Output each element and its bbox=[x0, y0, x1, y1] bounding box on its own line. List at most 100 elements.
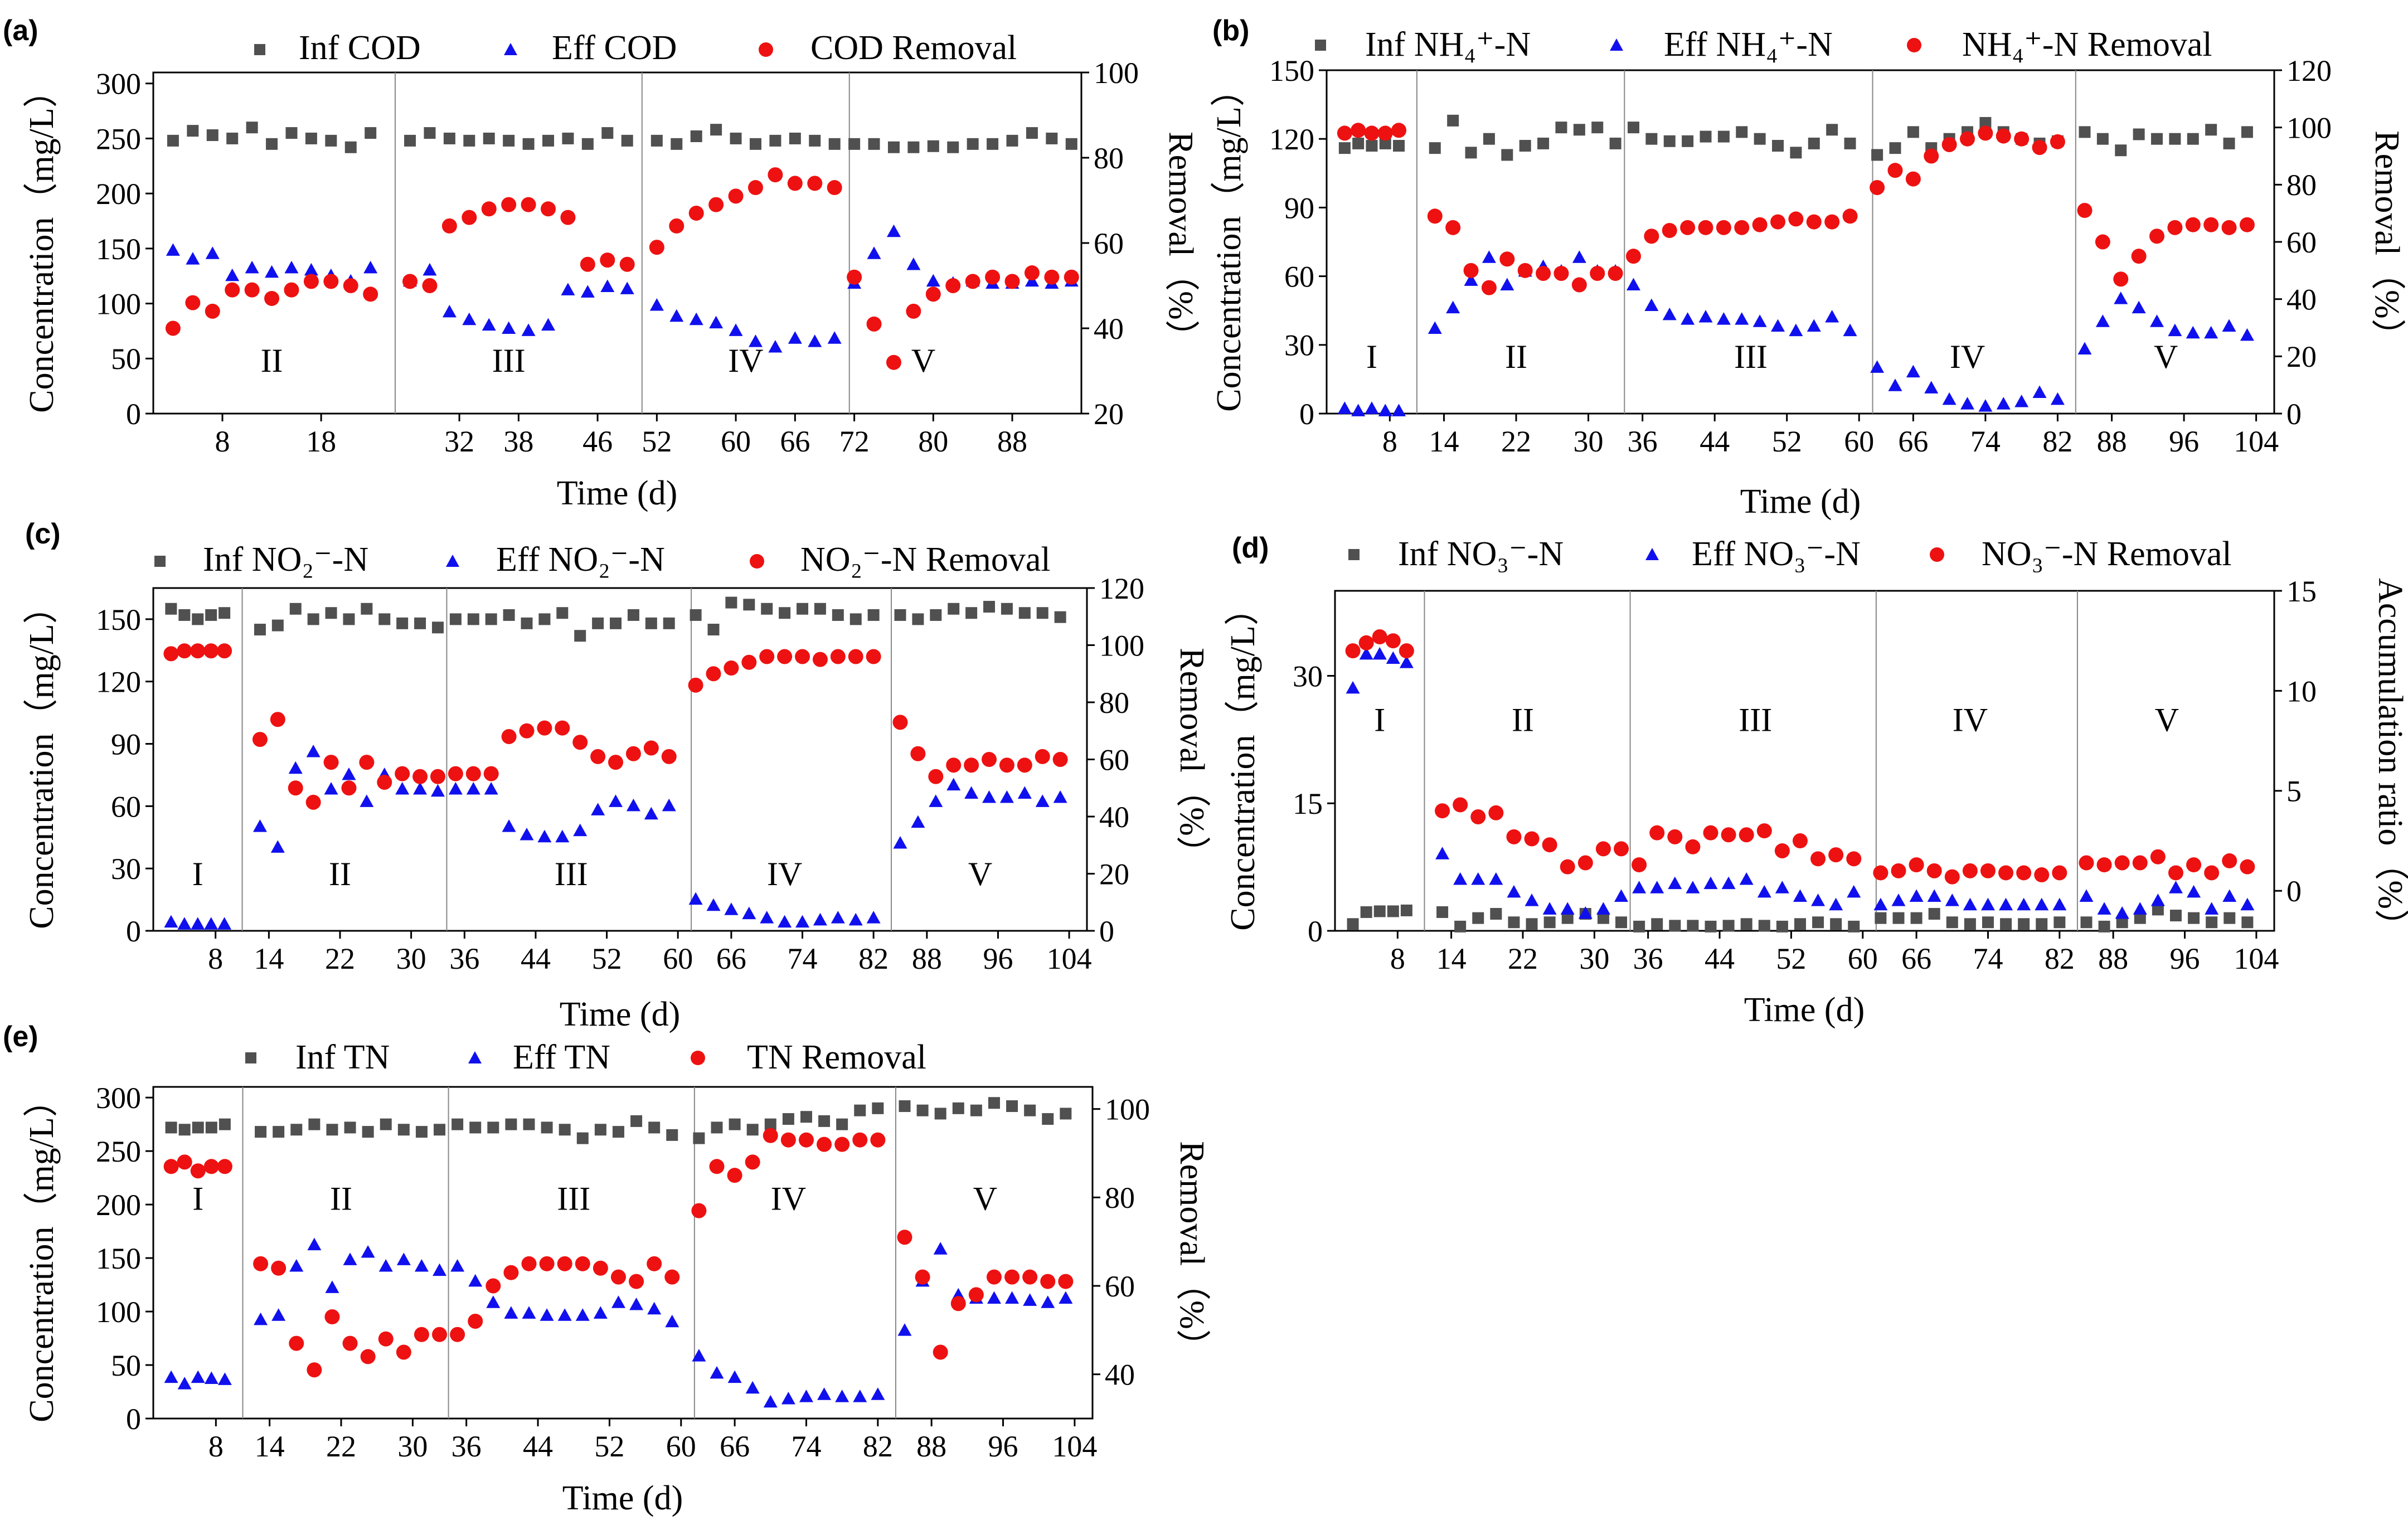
inf-point bbox=[934, 1108, 946, 1120]
eff-point bbox=[307, 1237, 322, 1251]
removal-point bbox=[985, 269, 1001, 285]
inf-point bbox=[226, 132, 239, 144]
x-axis-ticks-c: 8 14 22 30 36 44 52 60 66 74 82 88 96 104 bbox=[208, 931, 1092, 975]
inf-point bbox=[1722, 920, 1735, 932]
inf-point bbox=[219, 1118, 231, 1130]
inf-point bbox=[1447, 114, 1459, 127]
removal-point bbox=[2034, 867, 2050, 883]
removal-point bbox=[945, 278, 961, 293]
eff-point bbox=[1811, 893, 1826, 906]
y-axis-ticks-e: 0 50 100 150 200 250 300 bbox=[96, 1081, 153, 1436]
eff-point bbox=[1716, 312, 1731, 325]
removal-point bbox=[1680, 220, 1696, 235]
eff-point bbox=[555, 829, 570, 843]
legend-inf-label: Inf NH₄⁺-N bbox=[1365, 26, 1531, 64]
phase-label: II bbox=[329, 856, 351, 892]
y2-axis-ticks-b: 0 20 40 60 80 100 120 bbox=[2274, 54, 2332, 431]
removal-point bbox=[1824, 214, 1840, 230]
phase-label: III bbox=[1739, 702, 1772, 739]
removal-point bbox=[205, 303, 220, 319]
panel-b-label: (b) bbox=[1212, 14, 1249, 47]
removal-point bbox=[1941, 137, 1957, 152]
data-points-e bbox=[163, 1097, 1074, 1408]
y-axis-label-c: Concentration（mg/L） bbox=[23, 589, 61, 929]
y2-tick-label: 100 bbox=[1099, 629, 1144, 662]
removal-point bbox=[600, 252, 615, 268]
x-tick-label: 14 bbox=[1429, 425, 1459, 458]
inf-point bbox=[2169, 133, 2181, 145]
eff-point bbox=[748, 334, 763, 347]
inf-point bbox=[378, 613, 391, 625]
removal-point bbox=[1721, 827, 1736, 843]
eff-point bbox=[1829, 897, 1843, 911]
eff-point bbox=[689, 312, 703, 326]
eff-point bbox=[2133, 902, 2147, 915]
inf-point bbox=[449, 613, 462, 625]
x-tick-label: 60 bbox=[663, 942, 693, 975]
inf-point bbox=[1036, 607, 1048, 619]
inf-point bbox=[779, 607, 791, 619]
legend-inf-marker bbox=[1315, 40, 1326, 51]
eff-point bbox=[1464, 273, 1478, 286]
inf-point bbox=[1065, 138, 1077, 150]
inf-point bbox=[749, 138, 761, 150]
inf-point bbox=[576, 1132, 589, 1144]
removal-point bbox=[1752, 217, 1768, 232]
inf-point bbox=[326, 1124, 338, 1136]
removal-point bbox=[1399, 643, 1414, 659]
eff-point bbox=[502, 321, 516, 334]
eff-point bbox=[1392, 404, 1406, 416]
inf-point bbox=[899, 1100, 911, 1113]
inf-point bbox=[1645, 133, 1658, 145]
eff-point bbox=[778, 915, 792, 928]
removal-point bbox=[848, 649, 863, 664]
inf-point bbox=[887, 141, 900, 153]
inf-point bbox=[254, 624, 266, 636]
inf-point bbox=[414, 617, 426, 629]
x-tick-label: 96 bbox=[2169, 425, 2199, 458]
removal-point bbox=[396, 1344, 411, 1360]
inf-point bbox=[1006, 1100, 1018, 1113]
inf-point bbox=[868, 138, 880, 150]
eff-point bbox=[788, 331, 802, 344]
y2-tick-label: 60 bbox=[1099, 743, 1129, 776]
panel-a-label: (a) bbox=[3, 14, 38, 47]
eff-point bbox=[204, 1371, 219, 1384]
x-tick-label: 60 bbox=[721, 425, 751, 458]
removal-point bbox=[1590, 265, 1605, 281]
x-tick-label: 36 bbox=[452, 1430, 482, 1463]
eff-point bbox=[808, 334, 822, 347]
eff-point bbox=[430, 784, 445, 797]
eff-point bbox=[2150, 893, 2165, 906]
eff-point bbox=[1752, 314, 1767, 327]
inf-point bbox=[344, 141, 357, 153]
y2-axis-label-a: Removal（%） bbox=[1162, 132, 1200, 354]
eff-point bbox=[484, 782, 498, 795]
eff-point bbox=[644, 807, 658, 820]
eff-point bbox=[1757, 885, 1771, 898]
eff-point bbox=[1891, 893, 1906, 906]
y2-tick-label: 20 bbox=[1099, 857, 1129, 891]
eff-point bbox=[692, 1349, 706, 1362]
removal-point bbox=[557, 1256, 572, 1271]
y-tick-label: 0 bbox=[126, 915, 141, 948]
inf-point bbox=[2018, 918, 2030, 930]
eff-point bbox=[1775, 881, 1789, 893]
eff-point bbox=[926, 274, 940, 287]
y-tick-label: 0 bbox=[1299, 397, 1314, 431]
eff-point bbox=[482, 318, 496, 331]
removal-point bbox=[1337, 125, 1352, 141]
inf-point bbox=[503, 134, 515, 147]
inf-point bbox=[542, 134, 555, 147]
removal-point bbox=[2203, 217, 2219, 232]
inf-point bbox=[1875, 912, 1887, 924]
eff-point bbox=[270, 840, 285, 853]
removal-point bbox=[763, 1128, 778, 1143]
phase-labels-b: I II III IV V bbox=[1366, 338, 2178, 375]
eff-point bbox=[1870, 360, 1885, 373]
eff-point bbox=[191, 1370, 205, 1383]
eff-point bbox=[929, 794, 943, 807]
inf-point bbox=[1663, 135, 1676, 147]
eff-point bbox=[897, 1323, 912, 1336]
inf-point bbox=[1790, 147, 1802, 159]
